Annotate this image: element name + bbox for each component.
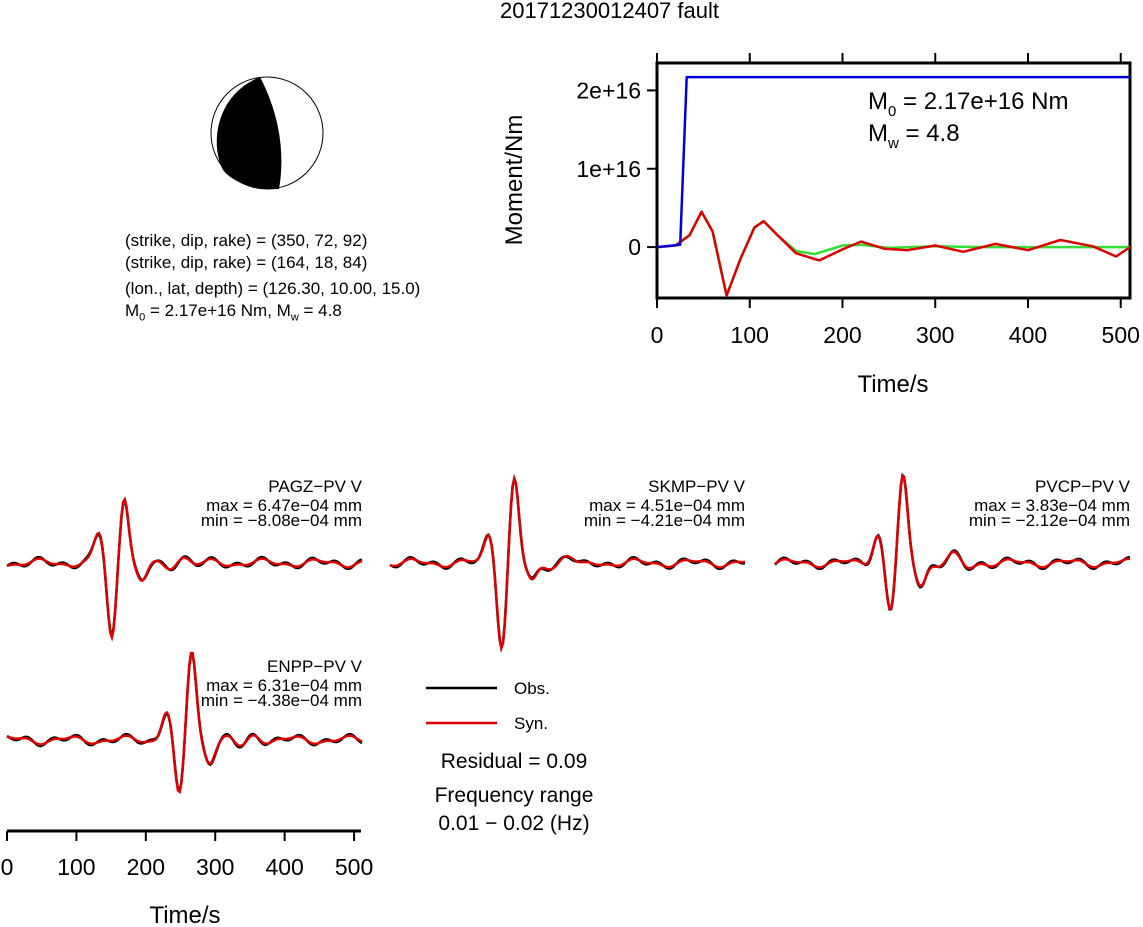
waveform-xtick-label: 200: [127, 854, 165, 880]
frequency-range-value: 0.01 − 0.02 (Hz): [438, 812, 589, 835]
moment-ytick-label: 1e+16: [576, 156, 641, 182]
moment-xtick-label: 0: [651, 322, 664, 348]
moment-summary: M0 = 2.17e+16 Nm, Mw = 4.8: [125, 301, 342, 324]
nodal-plane-2: (strike, dip, rake) = (164, 18, 84): [125, 253, 368, 272]
station-min: min = −2.12e−04 mm: [969, 511, 1130, 530]
synthetic-waveform: [774, 473, 1131, 611]
station-max: max = 6.47e−04 mm: [206, 496, 362, 515]
moment-rate-syn-line: [656, 210, 1130, 297]
moment-function-line: [656, 75, 1130, 249]
station-max: max = 6.31e−04 mm: [206, 676, 362, 695]
residual-label: Residual = 0.09: [441, 750, 588, 773]
station-min: min = −4.38e−04 mm: [201, 691, 362, 710]
waveform-xtick-label: 500: [335, 854, 373, 880]
moment-xtick-label: 200: [823, 322, 861, 348]
station-name: SKMP−PV V: [648, 477, 746, 496]
moment-ytick-label: 0: [628, 234, 641, 260]
nodal-plane-1: (strike, dip, rake) = (350, 72, 92): [125, 231, 368, 250]
waveform-xtick-label: 300: [196, 854, 234, 880]
station-name: ENPP−PV V: [267, 657, 363, 676]
station-min: min = −8.08e−04 mm: [201, 511, 362, 530]
moment-xlabel: Time/s: [857, 371, 928, 398]
moment-plot-frame: [655, 61, 1132, 300]
station-max: max = 3.83e−04 mm: [974, 496, 1130, 515]
source-location: (lon., lat, depth) = (126.30, 10.00, 15.…: [125, 279, 421, 298]
waveform-xlabel: Time/s: [149, 902, 220, 927]
station-name: PVCP−PV V: [1035, 477, 1131, 496]
frequency-range-title: Frequency range: [435, 784, 594, 807]
moment-m0-annotation: M0 = 2.17e+16 Nm: [868, 88, 1068, 120]
page-title: 20171230012407 fault: [500, 0, 719, 23]
synthetic-waveform: [6, 651, 363, 795]
synthetic-waveform: [6, 496, 363, 642]
focal-mechanism-beachball: [210, 76, 324, 190]
moment-xtick-label: 500: [1102, 322, 1140, 348]
mechanism-info: (strike, dip, rake) = (350, 72, 92) (str…: [125, 230, 420, 328]
synthetic-waveform: [389, 474, 746, 652]
moment-mw-annotation: Mw = 4.8: [868, 120, 960, 152]
moment-xtick-label: 100: [731, 322, 769, 348]
moment-rate-obs-line: [656, 210, 1131, 297]
waveform-xtick-label: 400: [265, 854, 303, 880]
legend-syn-label: Syn.: [514, 714, 548, 733]
moment-ytick-label: 2e+16: [576, 77, 641, 103]
station-max: max = 4.51e−04 mm: [589, 496, 745, 515]
legend-obs-label: Obs.: [514, 679, 550, 698]
moment-chart: 0 1e+16 2e+16 0 100 200 300 400 500 Moment/Nm T…: [501, 53, 1140, 398]
moment-xtick-label: 400: [1009, 322, 1047, 348]
station-min: min = −4.21e−04 mm: [584, 511, 745, 530]
station-name: PAGZ−PV V: [268, 477, 362, 496]
moment-xtick-label: 300: [916, 322, 954, 348]
waveform-xtick-label: 100: [57, 854, 95, 880]
waveform-xtick-label: 0: [1, 854, 14, 880]
moment-ylabel: Moment/Nm: [501, 115, 528, 246]
